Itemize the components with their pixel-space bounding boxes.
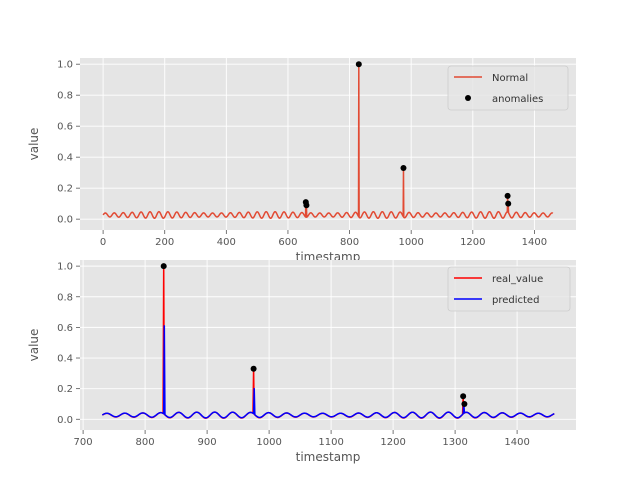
x-tick-label: 200 — [155, 237, 174, 248]
x-tick-label: 1000 — [256, 437, 281, 448]
x-tick-label: 1400 — [504, 437, 529, 448]
legend: Normal anomalies — [447, 65, 569, 111]
y-tick-label: 1.0 — [57, 262, 73, 273]
x-tick-label: 1200 — [380, 437, 405, 448]
y-tick-label: 0.0 — [57, 215, 73, 226]
legend-label: predicted — [492, 295, 539, 306]
y-tick-label: 0.4 — [57, 153, 73, 164]
anomaly-point — [460, 393, 467, 400]
series-line-Normal — [102, 63, 554, 220]
legend-label: real_value — [492, 274, 543, 285]
y-axis-label: value — [27, 128, 41, 161]
x-tick-label: 800 — [136, 437, 155, 448]
x-tick-label: 1300 — [442, 437, 467, 448]
plot-area — [102, 63, 554, 220]
series-line-predicted — [101, 325, 555, 419]
y-tick-label: 0.6 — [57, 122, 73, 133]
legend-marker-swatch — [465, 95, 471, 101]
anomaly-point — [505, 200, 512, 207]
x-tick-label: 800 — [340, 237, 359, 248]
legend-label: anomalies — [492, 94, 543, 105]
x-tick-label: 1000 — [398, 237, 423, 248]
plot-area — [101, 265, 555, 419]
x-axis-label: timestamp — [296, 450, 361, 464]
x-tick-label: 600 — [278, 237, 297, 248]
y-tick-label: 0.8 — [57, 91, 73, 102]
anomaly-point — [400, 165, 407, 172]
anomaly-point — [160, 263, 167, 270]
y-tick-label: 1.0 — [57, 60, 73, 71]
x-tick-label: 400 — [217, 237, 236, 248]
y-tick-label: 0.2 — [57, 184, 73, 195]
y-tick-label: 0.2 — [57, 384, 73, 395]
bottom-plot: 700 800 900 1000 1100 1200 1300 1400 0.0 0.2 0.4 0.… — [27, 260, 576, 464]
top-plot: 0 200 400 600 800 1000 1200 1400 0.0 0.2 0.4 0.6 0.8… — [27, 58, 576, 264]
x-tick-label: 0 — [100, 237, 106, 248]
anomaly-point — [250, 365, 257, 372]
anomaly-point — [461, 400, 468, 407]
anomaly-point — [504, 192, 511, 199]
x-tick-label: 1200 — [460, 237, 485, 248]
x-tick-label: 1400 — [522, 237, 547, 248]
legend-label: Normal — [492, 73, 528, 84]
y-tick-label: 0.4 — [57, 354, 73, 365]
y-axis-label: value — [27, 329, 41, 362]
anomaly-point — [303, 202, 310, 209]
y-tick-label: 0.6 — [57, 323, 73, 334]
legend: real_value predicted — [447, 266, 571, 312]
x-tick-label: 900 — [198, 437, 217, 448]
anomaly-point — [355, 61, 362, 68]
x-tick-label: 700 — [74, 437, 93, 448]
y-tick-label: 0.0 — [57, 415, 73, 426]
y-tick-label: 0.8 — [57, 292, 73, 303]
x-tick-label: 1100 — [318, 437, 343, 448]
